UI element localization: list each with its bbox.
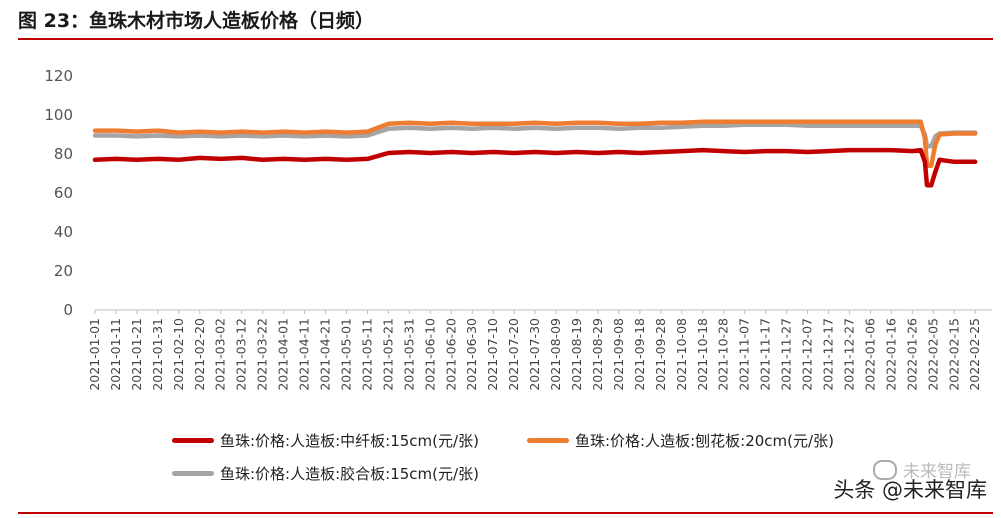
x-tick-label: 2021-10-18 — [695, 318, 710, 391]
x-tick-label: 2022-01-06 — [862, 318, 877, 391]
x-tick-label: 2021-06-30 — [464, 318, 479, 391]
legend-swatch-plywood — [172, 471, 214, 476]
legend-label-particleboard: 鱼珠:价格:人造板:刨花板:20cm(元/张) — [575, 432, 834, 450]
legend-label-mdf: 鱼珠:价格:人造板:中纤板:15cm(元/张) — [220, 432, 479, 450]
x-tick-label: 2022-02-15 — [946, 318, 961, 391]
legend-item-plywood: 鱼珠:价格:人造板:胶合板:15cm(元/张) — [172, 463, 479, 484]
x-tick-label: 2021-02-20 — [192, 318, 207, 391]
watermark-ghost-text: 未来智库 — [903, 462, 971, 482]
watermark-ghost: 未来智库 — [873, 457, 971, 482]
title-rule — [18, 38, 993, 40]
x-tick-label: 2021-04-21 — [318, 318, 333, 391]
legend-swatch-mdf — [172, 438, 214, 443]
y-tick-label: 0 — [63, 301, 73, 319]
x-tick-label: 2021-07-10 — [485, 318, 500, 391]
x-tick-label: 2021-05-01 — [338, 318, 353, 391]
legend-item-mdf: 鱼珠:价格:人造板:中纤板:15cm(元/张) — [172, 430, 479, 451]
x-tick-label: 2022-01-16 — [883, 318, 898, 391]
x-tick-label: 2021-08-09 — [548, 318, 563, 391]
y-tick-label: 60 — [54, 184, 73, 202]
x-tick-label: 2021-08-19 — [569, 318, 584, 391]
x-tick-label: 2021-04-01 — [276, 318, 291, 391]
bottom-rule — [18, 512, 993, 514]
x-tick-label: 2021-07-20 — [506, 318, 521, 391]
legend-item-particleboard: 鱼珠:价格:人造板:刨花板:20cm(元/张) — [527, 430, 834, 451]
y-tick-label: 120 — [44, 67, 73, 85]
watermark: 头条 @未来智库 — [833, 478, 987, 502]
wechat-icon — [873, 459, 897, 480]
x-tick-label: 2021-09-18 — [632, 318, 647, 391]
y-tick-label: 100 — [44, 106, 73, 124]
y-tick-label: 80 — [54, 145, 73, 163]
x-tick-label: 2021-07-30 — [527, 318, 542, 391]
x-tick-label: 2021-11-07 — [737, 318, 752, 391]
x-tick-label: 2021-03-12 — [234, 318, 249, 391]
x-tick-label: 2021-10-28 — [716, 318, 731, 391]
x-tick-label: 2021-01-01 — [87, 318, 102, 391]
x-tick-label: 2021-03-02 — [213, 318, 228, 391]
x-tick-label: 2021-05-31 — [401, 318, 416, 391]
series-line-particleboard — [92, 119, 978, 168]
x-tick-label: 2021-12-17 — [821, 318, 836, 391]
x-tick-label: 2021-01-11 — [108, 318, 123, 391]
series-line-plywood — [92, 122, 978, 149]
x-tick-label: 2021-01-21 — [129, 318, 144, 391]
x-tick-label: 2021-04-11 — [297, 318, 312, 391]
x-tick-label: 2021-05-11 — [359, 318, 374, 391]
x-tick-label: 2022-02-05 — [925, 318, 940, 391]
x-tick-label: 2021-02-10 — [171, 318, 186, 391]
x-tick-label: 2021-05-21 — [380, 318, 395, 391]
figure-title: 图 23：鱼珠木材市场人造板价格（日频） — [18, 10, 375, 32]
x-tick-label: 2021-12-27 — [841, 318, 856, 391]
x-tick-label: 2021-11-17 — [758, 318, 773, 391]
x-tick-label: 2021-11-27 — [779, 318, 794, 391]
x-tick-label: 2021-06-20 — [443, 318, 458, 391]
x-tick-label: 2021-12-07 — [800, 318, 815, 391]
x-tick-label: 2022-01-26 — [904, 318, 919, 391]
legend-swatch-particleboard — [527, 438, 569, 443]
y-tick-label: 40 — [54, 223, 73, 241]
x-tick-label: 2021-09-28 — [653, 318, 668, 391]
x-tick-label: 2021-06-10 — [422, 318, 437, 391]
x-tick-label: 2021-03-22 — [255, 318, 270, 391]
legend-label-plywood: 鱼珠:价格:人造板:胶合板:15cm(元/张) — [220, 465, 479, 483]
x-tick-label: 2022-02-25 — [967, 318, 982, 391]
y-tick-label: 20 — [54, 262, 73, 280]
x-tick-label: 2021-08-29 — [590, 318, 605, 391]
series-line-mdf — [92, 147, 978, 188]
x-tick-label: 2021-01-31 — [150, 318, 165, 391]
x-tick-label: 2021-09-08 — [611, 318, 626, 391]
x-tick-label: 2021-10-08 — [674, 318, 689, 391]
